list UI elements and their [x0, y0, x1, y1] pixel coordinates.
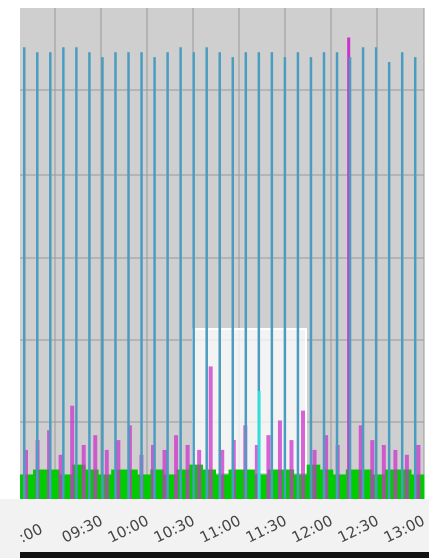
magenta-bar-15: [197, 449, 202, 499]
blue-bar-30: [413, 57, 417, 499]
blue-bar-10: [153, 57, 156, 499]
blue-bar-23: [322, 52, 326, 499]
magenta-bar-22: [277, 420, 282, 499]
magenta-bar-34: [416, 444, 421, 499]
blue-bar-4: [75, 47, 78, 499]
blue-bar-24: [335, 52, 339, 499]
blue-bar-5: [88, 52, 91, 499]
blue-bar-15: [218, 52, 221, 499]
blue-bar-13: [192, 52, 195, 499]
green-bar-1: [33, 469, 47, 499]
x-axis-background: [0, 499, 429, 558]
blue-bar-25: [348, 57, 352, 499]
magenta-bar-33: [404, 454, 409, 499]
blue-bar-28: [387, 62, 391, 499]
magenta-bar-26: [324, 435, 329, 499]
magenta-bar-29: [358, 425, 363, 499]
blue-bar-17: [244, 52, 248, 499]
magenta-bar-6: [93, 435, 98, 499]
magenta-bar-17: [220, 449, 225, 499]
blue-bar-18: [257, 52, 261, 499]
magenta-bar-23: [289, 440, 294, 499]
magenta-bar-20: [254, 444, 259, 499]
magenta-bar-21: [266, 435, 271, 499]
blue-bar-16: [231, 57, 235, 499]
magenta-bar-31: [381, 444, 386, 499]
blue-bar-19: [270, 52, 274, 499]
magenta-bar-0: [24, 449, 28, 499]
blue-bar-9: [140, 52, 143, 499]
magenta-bar-4: [70, 405, 75, 499]
blue-bar-0: [23, 47, 26, 499]
magenta-bar-14: [185, 444, 190, 499]
magenta-bar-11: [150, 444, 155, 499]
magenta-bar-32: [393, 449, 398, 499]
blue-bar-7: [114, 52, 117, 499]
magenta-bar-3: [58, 454, 63, 499]
magenta-bar-30: [370, 440, 375, 499]
blue-bar-3: [62, 47, 65, 499]
green-bar-29: [397, 469, 412, 499]
bottom-rule: [20, 552, 429, 558]
blue-bar-22: [309, 57, 313, 499]
magenta-bar-8: [116, 440, 121, 499]
blue-bar-21: [296, 52, 300, 499]
green-bar-9: [137, 474, 151, 499]
blue-bar-11: [166, 52, 169, 499]
blue-bar-29: [400, 52, 404, 499]
blue-bar-2: [49, 52, 52, 499]
magenta-bar-24: [301, 410, 306, 499]
left-margin: [0, 0, 20, 499]
blue-bar-12: [179, 47, 182, 499]
blue-bar-8: [127, 52, 130, 499]
magenta-bar-28: [347, 37, 351, 500]
cyan-bar-18: [257, 390, 261, 499]
green-bar-21: [293, 474, 308, 499]
magenta-bar-9: [127, 425, 132, 499]
blue-bar-6: [101, 57, 104, 499]
blue-bar-26: [361, 47, 365, 499]
magenta-bar-5: [81, 444, 86, 499]
blue-bar-1: [36, 52, 39, 499]
magenta-bar-13: [174, 435, 179, 499]
blue-bar-14: [205, 47, 208, 499]
blue-bar-27: [374, 47, 378, 499]
blue-bar-20: [283, 57, 287, 499]
magenta-bar-16: [208, 366, 213, 499]
magenta-bar-25: [312, 449, 317, 499]
magenta-bar-7: [104, 449, 109, 499]
magenta-bar-12: [162, 449, 167, 499]
